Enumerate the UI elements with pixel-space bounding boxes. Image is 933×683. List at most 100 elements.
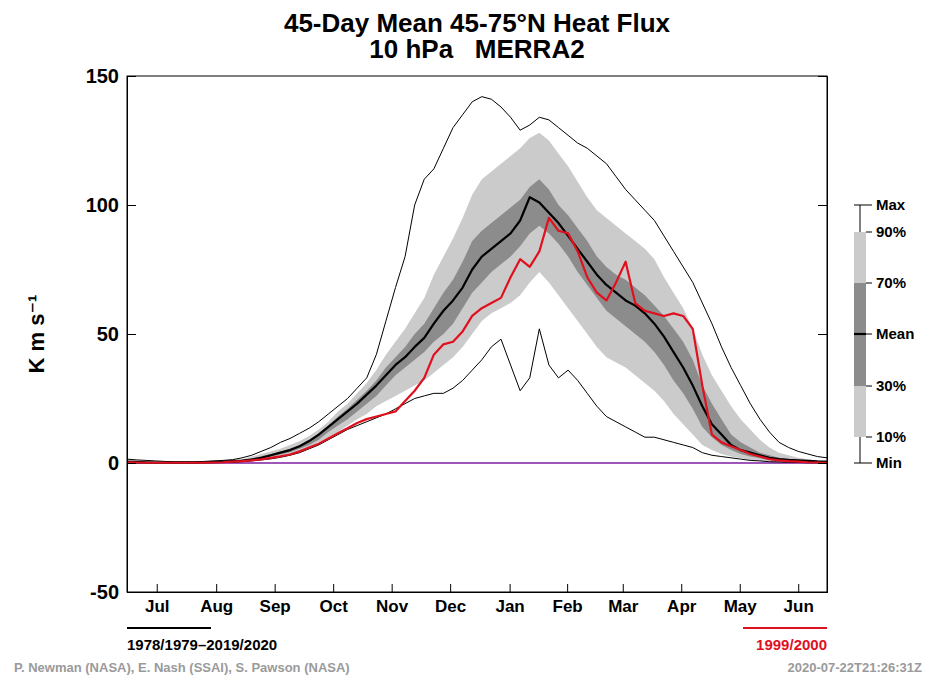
tick-mark <box>450 584 451 592</box>
axis: -50 0 50 100 150 <box>86 65 136 603</box>
tick-mark <box>798 584 799 592</box>
tick-mark <box>818 334 827 335</box>
legend-label: 1999/2000 <box>756 636 827 653</box>
legend-swatch <box>854 232 866 437</box>
legend-tick <box>866 283 872 284</box>
legend-tick <box>866 232 872 233</box>
legend-label: Mean <box>876 325 914 342</box>
tick <box>818 205 827 206</box>
chart: -50 0 50 100 150 Jul Aug Sep Oct Nov Dec Jan Feb Mar A… <box>0 0 933 683</box>
legend-label: 90% <box>876 223 906 240</box>
tick: 50 <box>97 323 136 345</box>
legend-label: 30% <box>876 377 906 394</box>
tick-label: 0 <box>108 452 119 474</box>
tick-label: Jan <box>495 597 524 616</box>
tick-mark <box>818 205 827 206</box>
tick-mark <box>127 76 136 77</box>
tick: Jun <box>784 584 814 616</box>
legend-swatch <box>854 333 866 335</box>
legend-label: 10% <box>876 428 906 445</box>
period-rule <box>127 627 211 629</box>
axis-line <box>818 77 828 593</box>
tick-mark <box>681 584 682 592</box>
legend-tick <box>866 386 872 387</box>
tick: Nov <box>376 584 409 616</box>
tick: Dec <box>435 584 466 616</box>
plot-area <box>127 97 827 463</box>
tick: 150 <box>86 65 136 87</box>
legend: Max 90% 70% Mean 30% 10% Min <box>854 196 914 471</box>
legend-tick <box>866 334 872 335</box>
tick <box>818 334 827 335</box>
line <box>127 218 827 463</box>
period-label: 1978/1979–2019/2020 <box>127 636 277 653</box>
tick-mark <box>333 584 334 592</box>
tick-label: -50 <box>90 581 119 603</box>
subtitle: 10 hPa MERRA2 <box>369 34 584 64</box>
tick: Aug <box>200 584 233 616</box>
tick-label: Jul <box>145 597 170 616</box>
axis-line <box>128 584 828 593</box>
legend-tick <box>866 437 872 438</box>
tick-label: Feb <box>553 597 583 616</box>
line <box>127 97 827 462</box>
tick-label: Nov <box>376 597 409 616</box>
tick: 0 <box>108 452 136 474</box>
axis <box>818 77 828 593</box>
legend-tick <box>866 205 872 206</box>
tick: May <box>724 584 758 616</box>
legend-swatch <box>854 463 866 464</box>
tick: Apr <box>667 584 697 616</box>
legend-swatch <box>743 627 827 629</box>
tick <box>818 463 827 464</box>
axis-line <box>128 77 137 593</box>
tick-label: Aug <box>200 597 233 616</box>
tick-mark <box>275 584 276 592</box>
tick-mark <box>510 584 511 592</box>
line <box>127 197 827 462</box>
legend-label: Max <box>876 196 906 213</box>
legend-label: Min <box>876 454 902 471</box>
tick: -50 <box>90 581 136 603</box>
tick-mark <box>127 463 136 464</box>
tick-mark <box>623 584 624 592</box>
timestamp: 2020-07-22T21:26:31Z <box>788 660 922 675</box>
tick <box>818 76 827 77</box>
tick-mark <box>818 463 827 464</box>
tick-label: Dec <box>435 597 466 616</box>
tick-label: 150 <box>86 65 119 87</box>
tick-label: Mar <box>608 597 639 616</box>
tick: Jul <box>145 584 170 616</box>
legend-swatch <box>854 283 866 386</box>
tick-label: 100 <box>86 194 119 216</box>
tick-mark <box>567 584 568 592</box>
y-axis-title: K m s⁻¹ <box>24 295 49 374</box>
tick-mark <box>392 584 393 592</box>
tick-label: 50 <box>97 323 119 345</box>
tick-mark <box>818 76 827 77</box>
tick-mark <box>216 584 217 592</box>
tick-label: Apr <box>667 597 697 616</box>
tick-mark <box>127 334 136 335</box>
tick-mark <box>157 584 158 592</box>
tick-label: Oct <box>319 597 348 616</box>
legend-swatch <box>854 205 866 206</box>
credits: P. Newman (NASA), E. Nash (SSAI), S. Paw… <box>14 660 350 675</box>
tick-mark <box>740 584 741 592</box>
axis: Jul Aug Sep Oct Nov Dec Jan Feb Mar Apr May Jun <box>128 584 828 616</box>
legend-tick <box>866 463 872 464</box>
tick: Oct <box>319 584 348 616</box>
tick: Jan <box>495 584 524 616</box>
tick-label: Sep <box>260 597 291 616</box>
tick-label: May <box>724 597 758 616</box>
band <box>127 179 827 463</box>
tick: Feb <box>553 584 583 616</box>
tick-label: Jun <box>784 597 814 616</box>
tick: 100 <box>86 194 136 216</box>
legend-label: 70% <box>876 274 906 291</box>
plot-frame <box>127 76 827 592</box>
tick-mark <box>127 205 136 206</box>
tick: Sep <box>260 584 291 616</box>
tick: Mar <box>608 584 639 616</box>
band <box>127 133 827 463</box>
